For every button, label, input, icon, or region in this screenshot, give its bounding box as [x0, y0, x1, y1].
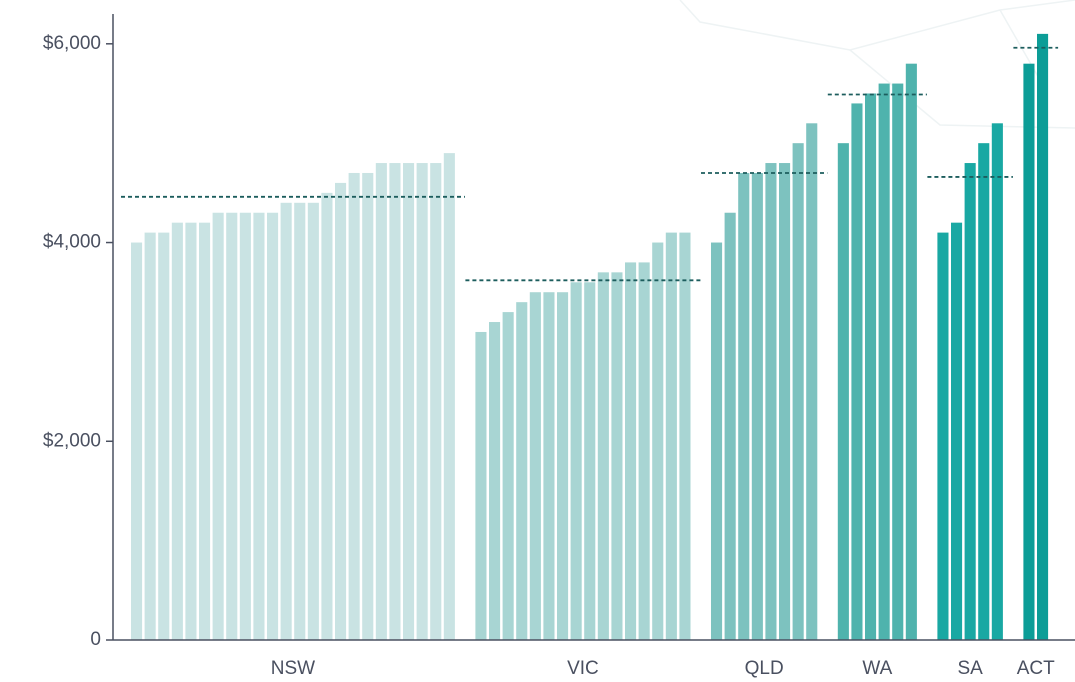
bar: [665, 232, 677, 640]
bar: [307, 202, 319, 641]
x-tick-label: QLD: [745, 658, 784, 679]
x-tick-label: NSW: [271, 658, 315, 679]
y-tick-label: $4,000: [43, 232, 101, 253]
bar: [557, 292, 569, 640]
x-tick-label: ACT: [1017, 658, 1055, 679]
bar: [348, 172, 360, 640]
bar: [294, 202, 306, 641]
bar: [964, 163, 976, 641]
bar: [679, 232, 691, 640]
bar: [502, 312, 514, 640]
bar: [738, 172, 750, 640]
bar: [937, 232, 949, 640]
bar: [625, 262, 637, 640]
bar: [751, 172, 763, 640]
bar: [239, 212, 251, 640]
bar: [584, 282, 596, 640]
bar: [905, 63, 917, 640]
bar: [375, 163, 387, 641]
bar: [516, 302, 528, 640]
bar: [335, 182, 347, 640]
bar: [362, 172, 374, 640]
bar: [765, 163, 777, 641]
bar: [416, 163, 428, 641]
bar: [1023, 63, 1035, 640]
y-tick-label: $2,000: [43, 430, 101, 451]
bar: [779, 163, 791, 641]
bar: [529, 292, 541, 640]
bar: [489, 322, 501, 640]
bar: [158, 232, 170, 640]
bar: [892, 83, 904, 641]
bar: [267, 212, 279, 640]
bar: [711, 242, 723, 641]
bar: [597, 272, 609, 640]
bar: [389, 163, 401, 641]
bar: [212, 212, 224, 640]
bar: [171, 222, 183, 640]
bar: [865, 93, 877, 640]
bar: [443, 153, 455, 640]
x-tick-label: WA: [862, 658, 892, 679]
bar: [321, 192, 333, 640]
bar: [724, 212, 736, 640]
bar: [144, 232, 156, 640]
bar: [226, 212, 238, 640]
bar: [792, 143, 804, 640]
bar: [475, 331, 487, 640]
bar: [638, 262, 650, 640]
x-tick-label: VIC: [567, 658, 599, 679]
bar: [878, 83, 890, 641]
x-tick-label: SA: [957, 658, 983, 679]
bar: [991, 123, 1003, 641]
bar: [978, 143, 990, 640]
bar: [430, 163, 442, 641]
bar: [403, 163, 415, 641]
bar: [837, 143, 849, 640]
bar: [570, 282, 582, 640]
bar: [280, 202, 292, 641]
bar: [185, 222, 197, 640]
bar: [131, 242, 143, 641]
bar: [543, 292, 555, 640]
bar: [611, 272, 623, 640]
bar: [1037, 33, 1049, 640]
bar: [253, 212, 265, 640]
bar: [951, 222, 963, 640]
y-tick-label: $6,000: [43, 33, 101, 54]
y-tick-label: 0: [90, 629, 101, 650]
background-decoration: [679, 0, 1075, 129]
bar: [806, 123, 818, 641]
bar: [652, 242, 664, 641]
decor-line: [679, 0, 1075, 51]
bar: [851, 103, 863, 640]
bar: [199, 222, 211, 640]
